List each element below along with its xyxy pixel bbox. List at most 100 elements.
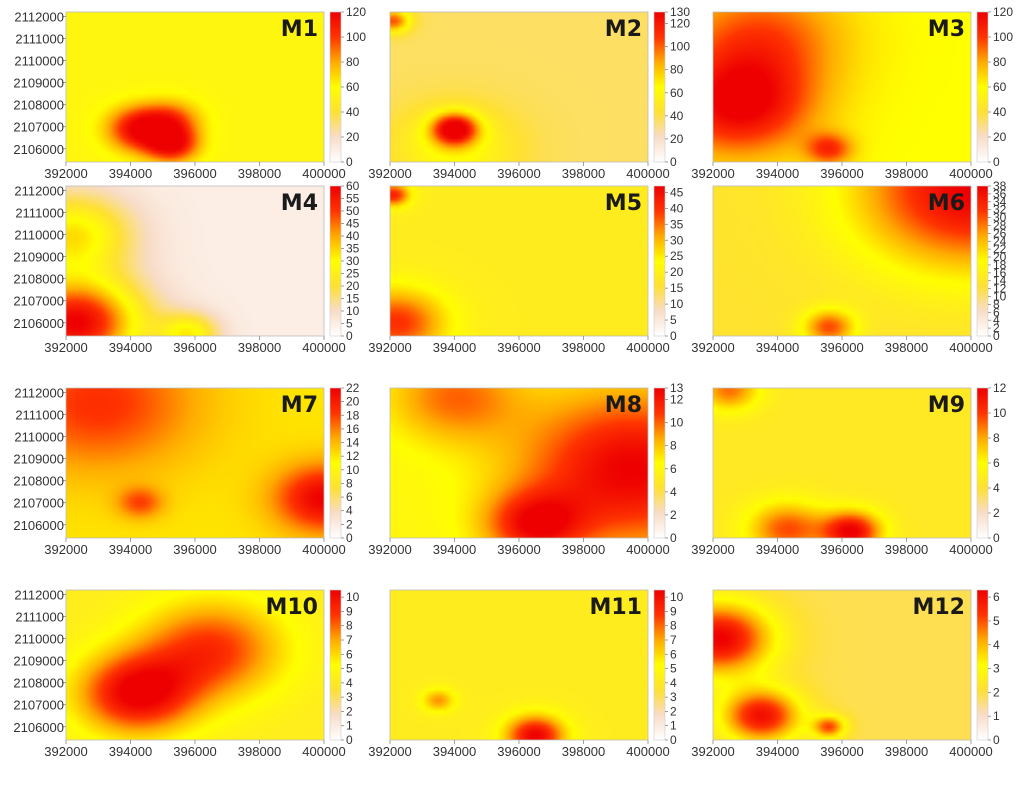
heatmap-field [390,590,648,740]
colorbar-tick-label: 25 [346,267,360,281]
x-tick-label: 400000 [626,744,669,759]
colorbar-tick-label: 80 [346,55,360,69]
colorbar-tick-label: 4 [993,638,1000,652]
panel-title: M10 [265,595,318,620]
colorbar-tick-label: 20 [346,395,360,409]
colorbar-tick-label: 8 [346,476,353,490]
x-tick-label: 400000 [302,542,345,557]
x-tick-label: 396000 [173,340,216,355]
colorbar-tick-label: 6 [670,462,677,476]
colorbar-tick-label: 120 [993,5,1013,19]
colorbar-tick-label: 130 [670,5,690,19]
panel-title: M12 [912,595,965,620]
panel-title: M6 [928,191,965,216]
heatmap-field [390,12,648,162]
y-tick-label: 2107000 [13,496,64,511]
colorbar-tick-label: 0 [670,733,677,747]
colorbar-tick-label: 15 [670,281,684,295]
colorbar-tick-label: 24 [993,234,1007,248]
panel-title: M9 [928,393,965,418]
colorbar-tick-label: 20 [993,250,1007,264]
panel-m1: M1 392000 394000 396000 398000 400000 2112000 2… [13,5,366,181]
heatmap-field [390,388,648,538]
colorbar-tick-label: 4 [670,676,677,690]
colorbar-tick-label: 1 [346,719,353,733]
heatmap-field [66,12,324,162]
colorbar-tick-label: 100 [346,30,366,44]
colorbar-tick-label: 4 [993,481,1000,495]
colorbar-tick-label: 10 [670,297,684,311]
colorbar-tick-label: 5 [346,317,353,331]
colorbar-tick-label: 0 [993,155,1000,169]
colorbar-tick-label: 45 [670,185,684,199]
y-tick-label: 2108000 [13,474,64,489]
colorbar-tick-label: 20 [993,130,1007,144]
y-tick-label: 2109000 [13,452,64,467]
colorbar-tick-label: 0 [993,733,1000,747]
colorbar-tick-label: 7 [670,633,677,647]
colorbar-tick-label: 9 [346,604,353,618]
colorbar-tick-label: 60 [346,179,360,193]
x-tick-label: 392000 [44,166,87,181]
colorbar-tick-label: 5 [346,662,353,676]
panel-m10: M10 392000 394000 396000 398000 400000 2112000… [13,587,359,759]
y-tick-label: 2106000 [13,518,64,533]
x-tick-label: 400000 [302,340,345,355]
panel-title: M3 [928,17,965,42]
x-tick-label: 396000 [497,744,540,759]
colorbar-tick-label: 18 [346,408,360,422]
heatmap-field [66,388,324,538]
colorbar-tick-label: 4 [346,676,353,690]
x-tick-label: 394000 [433,340,476,355]
colorbar-tick-label: 8 [670,619,677,633]
colorbar-tick-label: 0 [670,155,677,169]
x-tick-label: 396000 [497,166,540,181]
colorbar-tick-label: 35 [346,242,360,256]
x-tick-label: 394000 [756,166,799,181]
colorbar-tick-label: 4 [993,313,1000,327]
colorbar-tick-label: 4 [346,504,353,518]
colorbar-tick-label: 3 [346,690,353,704]
colorbar-tick-label: 34 [993,195,1007,209]
colorbar-tick-label: 10 [670,416,684,430]
x-tick-label: 392000 [691,542,734,557]
panel-m11: M11 392000 394000 396000 398000 4000000123456… [368,589,684,759]
colorbar-tick-label: 80 [670,63,684,77]
colorbar-tick-label: 0 [670,329,677,343]
x-tick-label: 396000 [820,340,863,355]
colorbar-tick-label: 25 [670,249,684,263]
y-tick-label: 2106000 [13,316,64,331]
panel-m7: M7 392000 394000 396000 398000 400000 2112000 2… [13,381,359,557]
x-tick-label: 400000 [626,340,669,355]
colorbar-tick-label: 10 [346,590,360,604]
x-tick-label: 398000 [238,340,281,355]
colorbar-tick-label: 0 [670,531,677,545]
colorbar-tick-label: 4 [670,485,677,499]
heatmap-field [713,388,971,538]
colorbar-tick-label: 5 [670,313,677,327]
x-tick-label: 392000 [368,744,411,759]
colorbar-tick-label: 55 [346,192,360,206]
colorbar-tick-label: 12 [993,282,1007,296]
panel-title: M4 [281,191,318,216]
x-tick-label: 394000 [109,542,152,557]
y-tick-label: 2112000 [14,587,64,602]
colorbar-tick-label: 10 [346,304,360,318]
colorbar-tick-label: 50 [346,204,360,218]
colorbar-tick-label: 0 [993,329,1000,343]
x-tick-label: 396000 [497,340,540,355]
colorbar [653,589,666,741]
y-tick-label: 2112000 [14,9,64,24]
colorbar-tick-label: 80 [993,55,1007,69]
colorbar-tick-label: 60 [993,80,1007,94]
colorbar-tick-label: 12 [346,449,360,463]
x-tick-label: 392000 [44,744,87,759]
y-tick-label: 2108000 [13,676,64,691]
colorbar-tick-label: 1 [993,709,1000,723]
